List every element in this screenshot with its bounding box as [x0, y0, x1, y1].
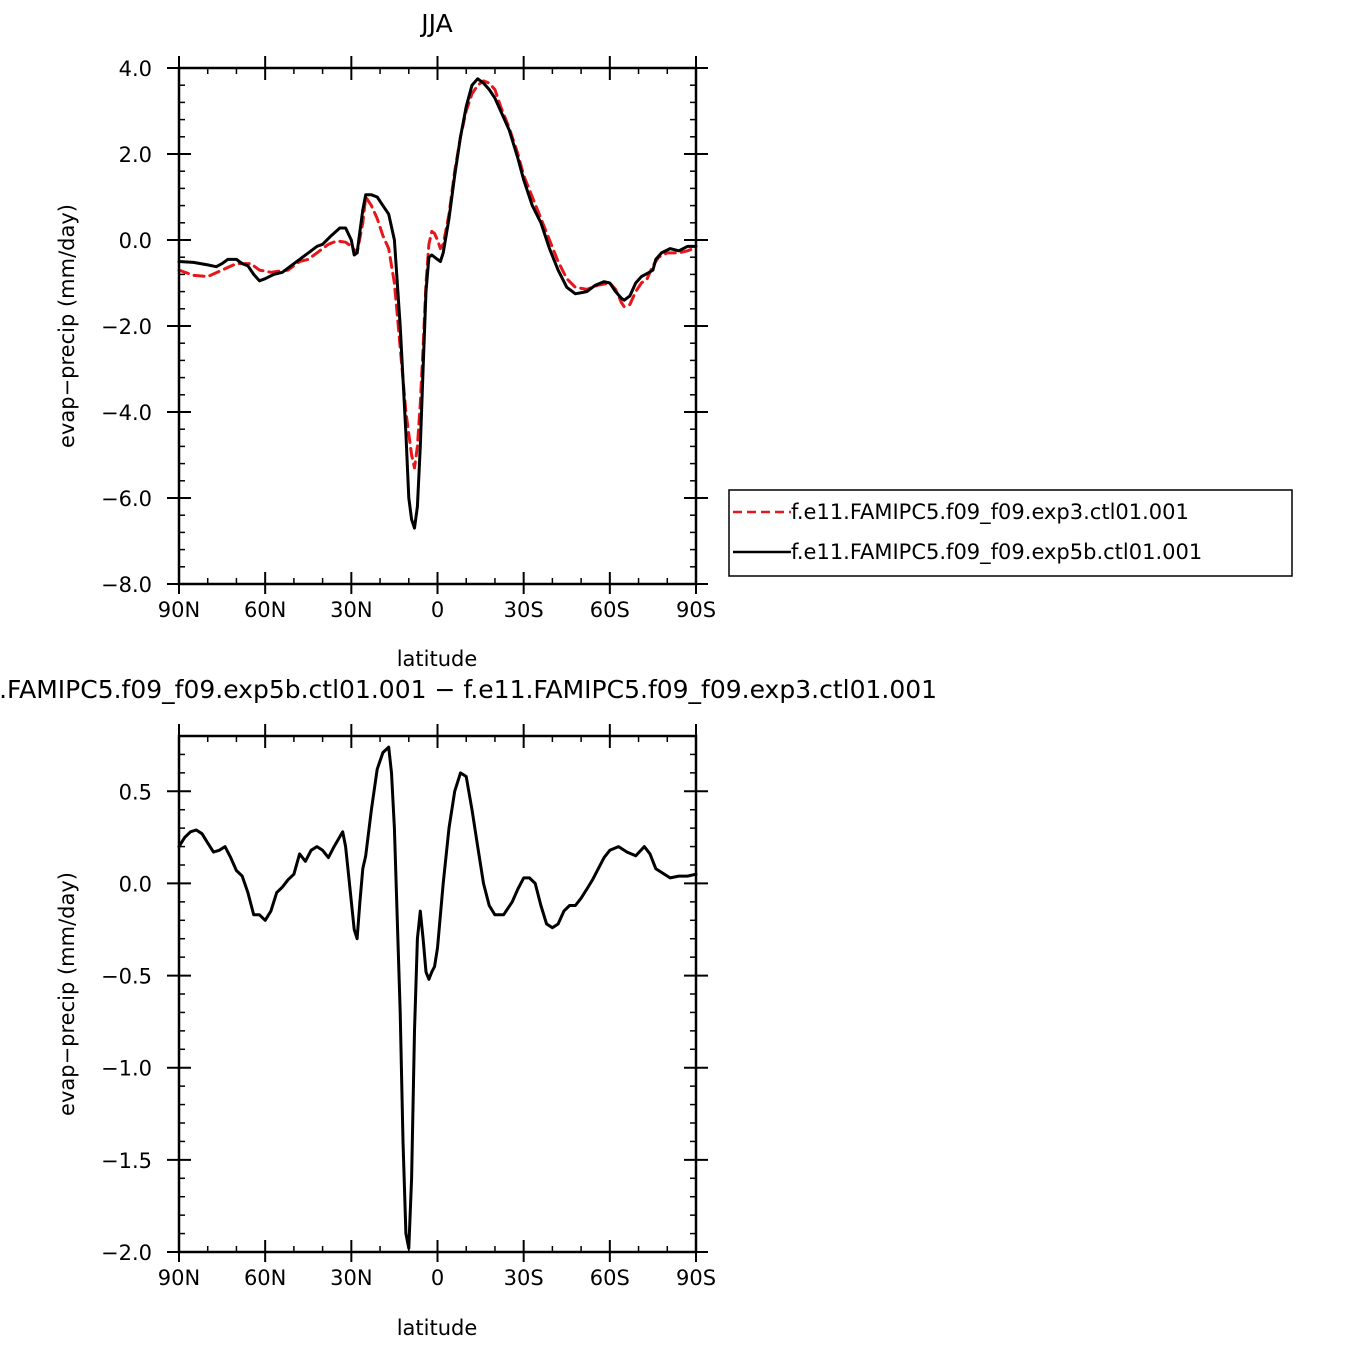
top-plot-title: JJA	[419, 9, 452, 38]
y-tick-label: −0.5	[101, 965, 152, 989]
legend: f.e11.FAMIPC5.f09_f09.exp3.ctl01.001 f.e…	[728, 489, 1293, 577]
bottom-plot-frame	[177, 734, 698, 1254]
x-tick-label: 0	[431, 1266, 444, 1290]
x-tick-label: 30S	[504, 598, 544, 622]
bottom-plot-title: f.e11.FAMIPC5.f09_f09.exp5b.ctl01.001 − …	[0, 675, 937, 704]
y-tick-label: 2.0	[119, 143, 152, 167]
y-tick-label: −2.0	[101, 315, 152, 339]
x-tick-label: 30N	[330, 1266, 372, 1290]
y-tick-label: −2.0	[101, 1241, 152, 1265]
x-tick-label: 90N	[158, 598, 200, 622]
top-y-axis-label: evap−precip (mm/day)	[55, 204, 79, 448]
bottom-x-axis-label: latitude	[397, 1316, 478, 1340]
y-tick-label: 0.0	[119, 229, 152, 253]
y-tick-label: 0.5	[119, 780, 152, 804]
x-tick-label: 30N	[330, 598, 372, 622]
top-panel: JJA 90N 60N 30N 0 30S 60S 90S −8.0 −6.0 −4.0 −2.0 0…	[55, 9, 1293, 671]
x-tick-label: 90S	[676, 1266, 716, 1290]
x-tick-label: 90N	[158, 1266, 200, 1290]
y-tick-label: −1.5	[101, 1149, 152, 1173]
series-line-0-0	[177, 79, 698, 470]
top-x-axis-label: latitude	[397, 647, 478, 671]
bottom-plot-curves	[177, 745, 698, 1250]
x-tick-label: 30S	[504, 1266, 544, 1290]
y-tick-label: −4.0	[101, 401, 152, 425]
legend-box	[728, 489, 1293, 577]
y-tick-label: −6.0	[101, 487, 152, 511]
series-line-1-0	[177, 745, 698, 1250]
x-tick-label: 90S	[676, 598, 716, 622]
y-tick-label: 4.0	[119, 57, 152, 81]
legend-label-exp3: f.e11.FAMIPC5.f09_f09.exp3.ctl01.001	[791, 500, 1189, 525]
x-tick-label: 60N	[244, 1266, 286, 1290]
top-plot-curves	[177, 77, 698, 530]
y-tick-label: −8.0	[101, 573, 152, 597]
bottom-y-axis-label: evap−precip (mm/day)	[55, 872, 79, 1116]
series-line-0-1	[177, 77, 698, 530]
y-tick-label: −1.0	[101, 1057, 152, 1081]
x-tick-label: 60S	[590, 1266, 630, 1290]
bottom-panel: f.e11.FAMIPC5.f09_f09.exp5b.ctl01.001 − …	[0, 675, 937, 1340]
x-tick-label: 60N	[244, 598, 286, 622]
x-tick-label: 60S	[590, 598, 630, 622]
x-tick-label: 0	[431, 598, 444, 622]
y-tick-label: 0.0	[119, 872, 152, 896]
bottom-axis-ticks: 90N 60N 30N 0 30S 60S 90S −2.0 −1.5 −1.0 −0.5 0.0 0.…	[101, 724, 716, 1290]
legend-label-exp5b: f.e11.FAMIPC5.f09_f09.exp5b.ctl01.001	[791, 540, 1202, 565]
top-axis-ticks: 90N 60N 30N 0 30S 60S 90S −8.0 −6.0 −4.0 −2.0 0.0 2.…	[101, 56, 716, 622]
top-plot-frame	[177, 66, 698, 586]
